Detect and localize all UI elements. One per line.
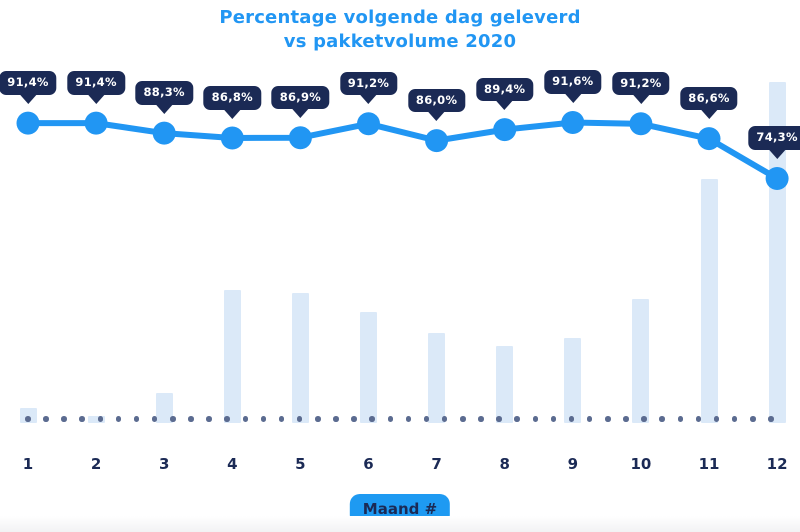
x-tick-label-5: 5 <box>295 455 306 473</box>
baseline-dot <box>369 416 375 422</box>
bottom-edge-strip <box>0 516 800 532</box>
line-point-marker-month-6[interactable] <box>357 112 380 136</box>
line-point-marker-month-5[interactable] <box>288 126 312 150</box>
baseline-dot <box>224 416 230 422</box>
zero-baseline-dotted-line <box>25 416 774 422</box>
chart-title-line1: Percentage volgende dag geleverd <box>219 7 581 28</box>
line-point-marker-month-4[interactable] <box>220 126 244 150</box>
x-axis-label-text: Maand # <box>362 500 438 518</box>
data-label-tooltip-month-11: 86,6% <box>680 86 738 111</box>
line-point-marker-month-3[interactable] <box>152 121 176 145</box>
data-label-tooltip-month-9: 91,6% <box>544 70 602 94</box>
baseline-dot <box>423 416 430 422</box>
baseline-dot <box>441 416 448 422</box>
baseline-dot <box>550 416 557 422</box>
baseline-dot <box>260 416 267 422</box>
chart-title-line2: vs pakketvolume 2020 <box>283 31 517 52</box>
baseline-dot <box>460 416 466 422</box>
x-tick-label-12: 12 <box>766 455 788 473</box>
volume-bar-month-6[interactable] <box>360 311 377 423</box>
line-point-marker-month-9[interactable] <box>561 110 585 134</box>
x-tick-label-9: 9 <box>567 455 579 473</box>
baseline-dot <box>115 416 122 422</box>
baseline-dot <box>731 416 738 422</box>
x-tick-label-3: 3 <box>158 455 170 473</box>
data-label-tooltip-month-7: 86,0% <box>407 88 466 113</box>
baseline-dot <box>315 416 321 422</box>
volume-bar-month-10[interactable] <box>632 298 650 423</box>
baseline-dot <box>61 416 67 422</box>
line-point-marker-month-12[interactable] <box>765 166 789 190</box>
baseline-dot <box>568 416 575 422</box>
baseline-dot <box>405 416 412 422</box>
volume-bar-month-5[interactable] <box>291 293 309 423</box>
data-label-tooltip-month-6: 91,2% <box>339 71 398 96</box>
baseline-dot <box>188 416 194 422</box>
line-point-marker-month-2[interactable] <box>84 111 108 135</box>
line-point-marker-month-10[interactable] <box>629 112 653 136</box>
baseline-dot <box>25 416 31 422</box>
data-label-tooltip-month-8: 89,4% <box>475 77 534 102</box>
volume-bar-month-3[interactable] <box>155 392 173 423</box>
volume-bar-month-9[interactable] <box>564 338 582 423</box>
x-tick-label-2: 2 <box>90 455 102 473</box>
volume-bar-month-4[interactable] <box>223 290 241 423</box>
baseline-dot <box>586 416 593 422</box>
baseline-dot <box>514 416 520 422</box>
baseline-dot <box>623 416 629 422</box>
baseline-dot <box>79 416 85 422</box>
line-point-marker-month-11[interactable] <box>697 127 721 151</box>
baseline-dot <box>677 416 683 422</box>
data-label-tooltip-month-5: 86,9% <box>271 85 330 110</box>
baseline-dot <box>641 416 647 422</box>
x-tick-label-1: 1 <box>22 455 34 473</box>
x-tick-label-4: 4 <box>227 455 238 473</box>
baseline-dot <box>351 416 357 422</box>
baseline-dot <box>170 416 176 422</box>
data-label-tooltip-month-12: 74,3% <box>748 126 800 150</box>
baseline-dot <box>242 416 248 422</box>
data-label-tooltip-month-1: 91,4% <box>0 71 57 95</box>
data-label-tooltip-month-10: 91,2% <box>612 71 670 96</box>
baseline-dot <box>43 416 49 422</box>
baseline-dot <box>133 416 140 422</box>
chart-title: Percentage volgende dag geleverd vs pakk… <box>0 6 800 54</box>
x-tick-label-6: 6 <box>363 455 374 473</box>
baseline-dot <box>296 416 303 422</box>
line-point-marker-month-8[interactable] <box>493 118 517 142</box>
volume-bar-month-2[interactable] <box>87 415 105 423</box>
baseline-dot <box>387 416 393 422</box>
baseline-dot <box>333 416 339 422</box>
baseline-dot <box>605 416 611 422</box>
volume-bar-month-11[interactable] <box>700 178 718 423</box>
x-tick-label-11: 11 <box>698 455 720 473</box>
baseline-dot <box>768 416 774 422</box>
baseline-dot <box>695 416 702 422</box>
baseline-dot <box>713 416 720 422</box>
baseline-dot <box>151 416 158 422</box>
volume-bar-month-8[interactable] <box>496 345 514 423</box>
data-label-tooltip-month-4: 86,8% <box>203 86 261 110</box>
data-label-tooltip-month-3: 88,3% <box>135 81 193 105</box>
volume-bar-month-7[interactable] <box>428 332 446 423</box>
x-tick-label-7: 7 <box>431 455 442 473</box>
line-point-marker-month-7[interactable] <box>425 129 449 153</box>
line-series-path <box>25 119 781 182</box>
baseline-dot <box>496 416 502 422</box>
x-tick-label-8: 8 <box>499 455 510 473</box>
baseline-dot <box>750 416 756 422</box>
baseline-dot <box>97 416 103 422</box>
baseline-dot <box>532 416 538 422</box>
data-label-tooltip-month-2: 91,4% <box>67 71 125 95</box>
baseline-dot <box>659 416 665 422</box>
volume-bar-month-1[interactable] <box>19 407 37 423</box>
baseline-dot <box>278 416 285 422</box>
x-tick-label-10: 10 <box>630 455 652 473</box>
baseline-dot <box>478 416 484 422</box>
line-point-marker-month-1[interactable] <box>16 111 40 135</box>
baseline-dot <box>206 416 212 422</box>
